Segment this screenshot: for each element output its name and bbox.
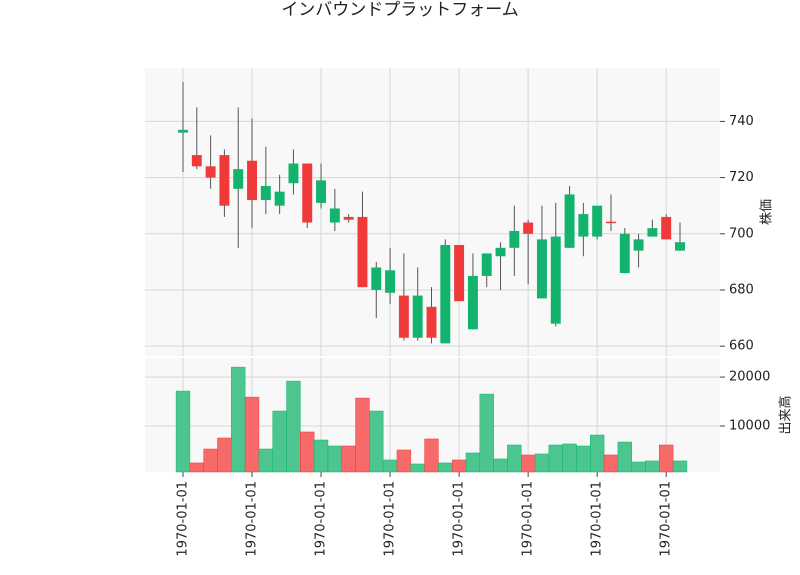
candle-body xyxy=(606,221,616,224)
volume-bar xyxy=(465,452,481,473)
candle-body xyxy=(578,214,589,237)
y-tick-label: 680 xyxy=(729,282,754,297)
candle-body xyxy=(274,191,285,206)
candle-body xyxy=(343,216,354,220)
candle-body xyxy=(178,129,188,133)
volume-axis-label: 出来高 xyxy=(778,395,794,434)
y-tick-label: 700 xyxy=(729,226,754,241)
x-tick-label: 1970-01-01 xyxy=(245,481,260,557)
candle-body xyxy=(357,216,368,288)
candle-body xyxy=(675,242,685,251)
candle-body xyxy=(536,239,547,299)
y-tick-label: 20000 xyxy=(729,370,770,385)
volume-bar xyxy=(203,448,218,473)
x-tick-label: 1970-01-01 xyxy=(521,481,536,557)
candle-body xyxy=(412,295,423,338)
x-tick-label: 1970-01-01 xyxy=(590,481,605,557)
volume-bar xyxy=(590,434,605,473)
y-axis-label: 株価 xyxy=(760,199,775,225)
candle-body xyxy=(302,163,313,223)
candle-body xyxy=(371,267,382,290)
volume-bar xyxy=(603,454,619,473)
candle-body xyxy=(398,295,409,338)
volume-bar xyxy=(313,439,329,473)
candle-body xyxy=(316,180,327,203)
candle-body xyxy=(467,275,478,330)
y-tick-label: 660 xyxy=(729,339,754,354)
volume-bar xyxy=(300,431,315,473)
volume-bar xyxy=(493,458,508,473)
volume-bar xyxy=(617,441,632,473)
volume-bar xyxy=(534,453,550,473)
candle-body xyxy=(247,160,257,201)
candle-body xyxy=(426,306,437,338)
volume-bar xyxy=(631,461,646,473)
volume-bar xyxy=(520,454,536,473)
y-tick-label: 720 xyxy=(729,170,754,185)
x-tick-label: 1970-01-01 xyxy=(452,481,467,557)
candle-body xyxy=(619,233,630,274)
volume-bar xyxy=(507,444,522,473)
x-tick-label: 1970-01-01 xyxy=(314,481,329,557)
chart-title: インバウンドプラットフォーム xyxy=(281,0,519,20)
volume-bar xyxy=(244,396,260,473)
candle-body xyxy=(191,155,202,167)
volume-bar xyxy=(424,438,439,473)
candle-body xyxy=(329,208,340,223)
volume-bar xyxy=(382,459,398,473)
volume-bar xyxy=(645,460,660,473)
candle-body xyxy=(633,239,644,251)
volume-bar xyxy=(396,449,412,473)
volume-bar xyxy=(217,437,232,473)
volume-bar xyxy=(341,445,356,473)
volume-bar xyxy=(355,397,370,473)
volume-bar xyxy=(438,462,453,473)
volume-bar xyxy=(327,445,343,473)
volume-bar xyxy=(410,463,425,473)
volume-bar xyxy=(576,445,591,473)
x-tick-label: 1970-01-01 xyxy=(176,481,191,557)
candle-body xyxy=(288,163,299,184)
volume-bar xyxy=(659,444,674,473)
candle-body xyxy=(385,270,396,293)
candle-body xyxy=(219,155,230,206)
candle-body xyxy=(592,205,603,237)
candle-body xyxy=(550,236,561,324)
x-tick-label: 1970-01-01 xyxy=(383,481,398,557)
candle-body xyxy=(647,228,658,237)
candle-body xyxy=(481,253,492,276)
candle-body xyxy=(661,216,672,240)
volume-bar xyxy=(369,410,384,473)
volume-bar xyxy=(548,444,563,473)
volume-bar xyxy=(258,448,273,473)
volume-bar xyxy=(231,366,246,473)
volume-bar xyxy=(286,380,301,473)
y-tick-label: 740 xyxy=(729,114,754,129)
y-tick-label: 10000 xyxy=(729,419,770,434)
volume-bar xyxy=(479,393,494,473)
volume-bar xyxy=(189,462,204,473)
candle-body xyxy=(564,194,575,248)
x-tick-label: 1970-01-01 xyxy=(659,481,674,557)
volume-bar xyxy=(672,460,688,473)
candle-body xyxy=(260,186,271,201)
candle-body xyxy=(205,166,216,178)
volume-bar xyxy=(175,390,191,473)
volume-bar xyxy=(272,410,287,473)
candle-body xyxy=(440,245,451,344)
candle-body xyxy=(454,245,465,302)
candle-body xyxy=(495,247,506,257)
candle-body xyxy=(509,230,520,248)
volume-bar xyxy=(562,443,577,473)
candle-body xyxy=(523,222,534,234)
candle-body xyxy=(233,169,244,189)
volume-bar xyxy=(451,459,467,473)
